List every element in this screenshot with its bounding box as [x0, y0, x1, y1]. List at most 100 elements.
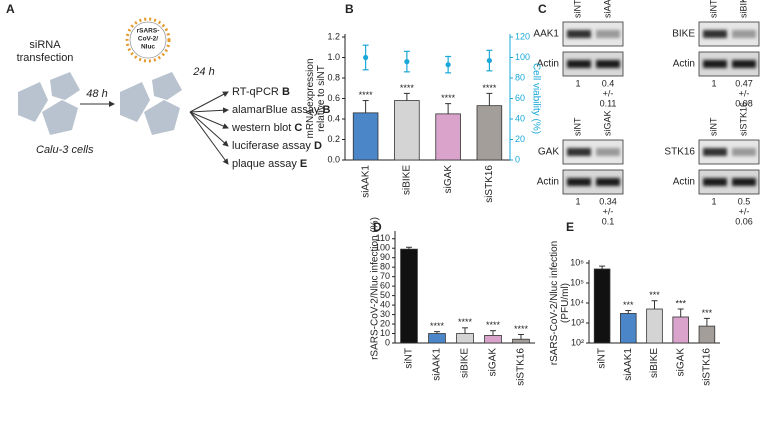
significance: *** — [649, 290, 660, 300]
x-tick-label: siBIKE — [649, 348, 660, 378]
assay-name: western blot — [231, 122, 291, 134]
y-tick-label: 0.0 — [327, 154, 340, 164]
y-axis-label: relative to siNT — [316, 65, 327, 132]
blot-band — [732, 30, 756, 38]
x-tick-label: siAAK1 — [432, 348, 443, 381]
assay-panel: E — [300, 158, 307, 170]
assay-item: western blot C — [231, 122, 302, 134]
quant-label: +/- — [739, 206, 750, 216]
y2-tick-label: 20 — [515, 134, 525, 144]
y-axis-label: rSARS-CoV-2/Nluc infection — [549, 241, 560, 366]
blot-band — [732, 178, 756, 186]
quant-label: 0.5 — [738, 196, 751, 206]
blot-band — [596, 60, 620, 68]
blot-band — [596, 148, 620, 156]
blot-band — [732, 60, 756, 68]
panel-label: B — [345, 2, 354, 16]
time-label: 24 h — [192, 66, 214, 78]
y-tick-label: 1.0 — [327, 52, 340, 62]
lane-label: siNT — [708, 0, 718, 18]
assay-name: plaque assay — [232, 158, 297, 170]
quant-label: 1 — [575, 78, 580, 88]
lane-label: siNT — [572, 117, 582, 136]
panel-label: E — [566, 220, 574, 234]
blot-row-label: BIKE — [672, 29, 695, 40]
y-tick-label: 0.2 — [327, 134, 340, 144]
quant-label: +/- — [603, 206, 614, 216]
bar — [476, 105, 503, 161]
assay-item: alamarBlue assay B — [232, 104, 331, 116]
blot-row-label: Actin — [673, 59, 695, 70]
point — [404, 59, 410, 65]
assay-panel: B — [323, 104, 331, 116]
assay-panel: D — [314, 140, 322, 152]
assay-item: RT-qPCR B — [232, 86, 290, 98]
y2-tick-label: 0 — [515, 154, 520, 164]
blot-band — [703, 178, 727, 186]
significance: **** — [441, 93, 456, 103]
panel-label: A — [6, 2, 15, 16]
y-tick-label: 80 — [380, 262, 390, 272]
blot-band — [596, 30, 620, 38]
bar — [428, 333, 446, 344]
x-tick-label: siBIKE — [460, 348, 471, 378]
x-tick-label: siNT — [597, 348, 608, 369]
bar — [352, 112, 379, 161]
y-tick-label: 0 — [385, 337, 390, 347]
y2-tick-label: 100 — [515, 52, 530, 62]
blot-band — [567, 148, 591, 156]
blot-band — [703, 30, 727, 38]
bar — [456, 333, 474, 344]
significance: **** — [458, 317, 473, 327]
bar — [512, 338, 530, 344]
cells-label: Calu-3 cells — [36, 144, 94, 156]
y2-axis-label: Cell viability (%) — [530, 63, 541, 134]
y-tick-label: 10² — [571, 337, 584, 347]
significance: **** — [400, 83, 415, 93]
panel-label: C — [538, 2, 547, 16]
x-tick-label: siSTK16 — [516, 348, 527, 386]
virus-label: Nluc — [141, 44, 155, 51]
blot-band — [703, 148, 727, 156]
time-label: 48 h — [86, 88, 107, 100]
quant-label: 1 — [711, 78, 716, 88]
y-tick-label: 50 — [380, 290, 390, 300]
bar — [672, 316, 689, 344]
quant-label: 0.08 — [735, 98, 753, 108]
significance: *** — [623, 300, 634, 310]
lane-label: siBIKE — [738, 0, 748, 18]
y-tick-label: 10⁶ — [570, 257, 584, 267]
significance: **** — [486, 320, 501, 330]
y2-tick-label: 40 — [515, 113, 525, 123]
quant-label: 1 — [575, 196, 580, 206]
lane-label: siGAK — [602, 110, 612, 136]
blot-band — [567, 60, 591, 68]
quant-label: 0.47 — [735, 78, 753, 88]
y2-tick-label: 80 — [515, 72, 525, 82]
y-tick-label: 10⁵ — [570, 277, 584, 287]
y2-tick-label: 60 — [515, 93, 525, 103]
blot-row-label: GAK — [538, 147, 559, 158]
y-axis-label: (PFU/ml) — [560, 283, 571, 323]
blot-row-label: AAK1 — [533, 29, 559, 40]
significance: *** — [675, 298, 686, 308]
quant-label: 0.11 — [600, 98, 617, 108]
y-tick-label: 1.2 — [327, 31, 340, 41]
x-tick-label: siAAK1 — [623, 348, 634, 381]
blot-row-label: Actin — [537, 177, 559, 188]
lane-label: siAAK1 — [602, 0, 612, 18]
y-tick-label: 30 — [380, 309, 390, 319]
blot-row-label: STK16 — [664, 147, 695, 158]
quant-label: +/- — [603, 88, 614, 98]
blot-band — [567, 178, 591, 186]
blot-band — [703, 60, 727, 68]
blot-row-label: Actin — [537, 59, 559, 70]
cells-1 — [18, 72, 80, 135]
y-tick-label: 10³ — [571, 317, 584, 327]
x-tick-label: siGAK — [443, 165, 454, 194]
blot-row-label: Actin — [673, 177, 695, 188]
bar — [394, 100, 420, 161]
bar — [400, 248, 418, 344]
assay-item: luciferase assay D — [232, 140, 322, 152]
bar — [484, 335, 502, 344]
